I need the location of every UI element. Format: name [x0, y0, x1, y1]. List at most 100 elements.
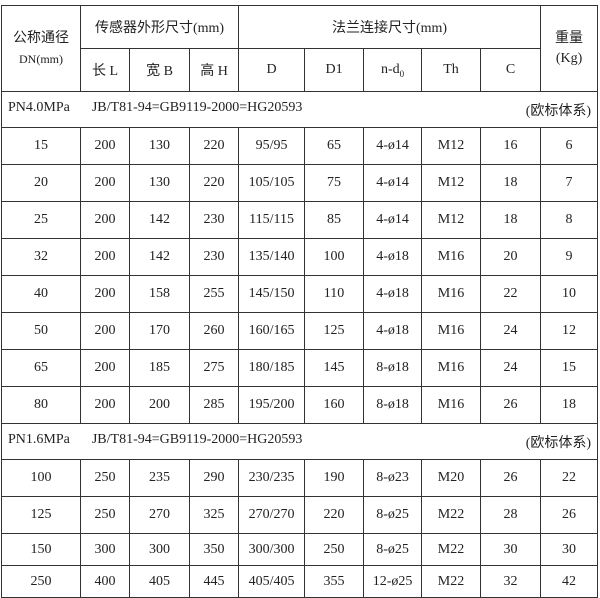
cell-dn: 65 — [1, 349, 81, 387]
cell-dn: 40 — [1, 275, 81, 313]
table-row: 250 400 405 445 405/405 355 12-ø25 M22 32 42 — [1, 565, 599, 598]
cell-height-h: 350 — [188, 533, 240, 566]
cell-length-l: 200 — [80, 312, 130, 350]
cell-weight: 8 — [540, 201, 599, 239]
cell-width-b: 300 — [129, 533, 190, 566]
table-row: 100 250 235 290 230/235 190 8-ø23 M20 26 22 — [1, 459, 599, 497]
cell-n-d0: 8-ø25 — [363, 496, 423, 534]
cell-n-d0: 8-ø18 — [363, 386, 423, 424]
pressure-rating: PN4.0MPa — [8, 99, 70, 115]
cell-d: 195/200 — [238, 386, 306, 424]
cell-c: 18 — [480, 164, 542, 202]
cell-c: 18 — [480, 201, 542, 239]
cell-width-b: 142 — [129, 201, 190, 239]
cell-length-l: 400 — [80, 565, 130, 598]
cell-c: 26 — [480, 459, 542, 497]
standard-system: (欧标体系) — [525, 103, 592, 119]
cell-weight: 22 — [540, 459, 599, 497]
weight-label: 重量 — [555, 30, 584, 46]
cell-width-b: 270 — [129, 496, 190, 534]
cell-d1: 145 — [304, 349, 365, 387]
cell-dn: 15 — [1, 127, 81, 165]
cell-height-h: 230 — [188, 201, 240, 239]
cell-length-l: 250 — [80, 459, 130, 497]
cell-length-l: 200 — [80, 349, 130, 387]
cell-dn: 32 — [1, 238, 81, 276]
table-row: 32 200 142 230 135/140 100 4-ø18 M16 20 9 — [1, 238, 599, 276]
cell-d1: 100 — [304, 238, 365, 276]
cell-weight: 10 — [540, 275, 599, 313]
cell-d1: 355 — [304, 565, 365, 598]
cell-c: 28 — [480, 496, 542, 534]
cell-d1: 160 — [304, 386, 365, 424]
cell-width-b: 185 — [129, 349, 190, 387]
cell-weight: 12 — [540, 312, 599, 350]
cell-d1: 250 — [304, 533, 365, 566]
table-row: 50 200 170 260 160/165 125 4-ø18 M16 24 12 — [1, 312, 599, 350]
section-header-row: PN4.0MPa JB/T81-94=GB9119-2000=HG20593 (欧标… — [0, 91, 599, 128]
cell-dn: 25 — [1, 201, 81, 239]
pressure-rating: PN1.6MPa — [8, 431, 70, 447]
cell-c: 20 — [480, 238, 542, 276]
cell-d: 270/270 — [238, 496, 306, 534]
cell-d: 160/165 — [238, 312, 306, 350]
cell-d: 300/300 — [238, 533, 306, 566]
cell-c: 32 — [480, 565, 542, 598]
cell-width-b: 130 — [129, 164, 190, 202]
weight-header: 重量 (Kg) — [540, 5, 599, 92]
cell-dn: 100 — [1, 459, 81, 497]
cell-weight: 15 — [540, 349, 599, 387]
section-header: PN4.0MPa JB/T81-94=GB9119-2000=HG20593 (欧标… — [0, 91, 599, 128]
cell-d: 105/105 — [238, 164, 306, 202]
cell-width-b: 200 — [129, 386, 190, 424]
cell-length-l: 200 — [80, 164, 130, 202]
cell-d: 115/115 — [238, 201, 306, 239]
col-header-c: C — [480, 48, 542, 92]
cell-length-l: 200 — [80, 386, 130, 424]
dn-label: 公称通径 — [13, 30, 69, 46]
cell-height-h: 275 — [188, 349, 240, 387]
cell-th: M16 — [421, 386, 482, 424]
header-row-1: 公称通径 DN(mm) 传感器外形尺寸(mm) 法兰连接尺寸(mm) 重量 (K… — [1, 5, 599, 92]
cell-weight: 7 — [540, 164, 599, 202]
cell-d1: 110 — [304, 275, 365, 313]
flange-standard: JB/T81-94=GB9119-2000=HG20593 — [91, 431, 303, 447]
cell-d: 145/150 — [238, 275, 306, 313]
cell-length-l: 250 — [80, 496, 130, 534]
cell-length-l: 200 — [80, 238, 130, 276]
cell-c: 24 — [480, 312, 542, 350]
cell-d1: 65 — [304, 127, 365, 165]
dn-header: 公称通径 DN(mm) — [1, 5, 81, 92]
cell-th: M16 — [421, 275, 482, 313]
cell-c: 22 — [480, 275, 542, 313]
table-row: 80 200 200 285 195/200 160 8-ø18 M16 26 18 — [1, 386, 599, 424]
col-header-d: D — [238, 48, 306, 92]
cell-n-d0: 4-ø14 — [363, 201, 423, 239]
header-row-2: 长 L 宽 B 高 H D D1 n-d0 Th C — [2, 48, 598, 92]
cell-length-l: 200 — [80, 201, 130, 239]
cell-n-d0: 4-ø18 — [363, 275, 423, 313]
table-row: 150 300 300 350 300/300 250 8-ø25 M22 30 30 — [1, 533, 599, 566]
cell-height-h: 230 — [188, 238, 240, 276]
cell-height-h: 255 — [188, 275, 240, 313]
cell-height-h: 325 — [188, 496, 240, 534]
sensor-group-header: 传感器外形尺寸(mm) — [79, 5, 240, 49]
cell-dn: 150 — [1, 533, 81, 566]
cell-d: 135/140 — [238, 238, 306, 276]
cell-n-d0: 8-ø18 — [363, 349, 423, 387]
table-row: 20 200 130 220 105/105 75 4-ø14 M12 18 7 — [1, 164, 599, 202]
cell-th: M22 — [421, 565, 482, 598]
cell-width-b: 130 — [129, 127, 190, 165]
cell-d: 95/95 — [238, 127, 306, 165]
cell-n-d0: 4-ø14 — [363, 164, 423, 202]
cell-d1: 220 — [304, 496, 365, 534]
dimension-table: 公称通径 DN(mm) 传感器外形尺寸(mm) 法兰连接尺寸(mm) 重量 (K… — [0, 5, 599, 598]
cell-length-l: 200 — [80, 127, 130, 165]
cell-n-d0: 8-ø23 — [363, 459, 423, 497]
cell-weight: 6 — [540, 127, 599, 165]
cell-n-d0: 8-ø25 — [363, 533, 423, 566]
cell-th: M16 — [421, 312, 482, 350]
cell-width-b: 405 — [129, 565, 190, 598]
col-header-b: 宽 B — [129, 48, 190, 92]
cell-th: M12 — [421, 164, 482, 202]
